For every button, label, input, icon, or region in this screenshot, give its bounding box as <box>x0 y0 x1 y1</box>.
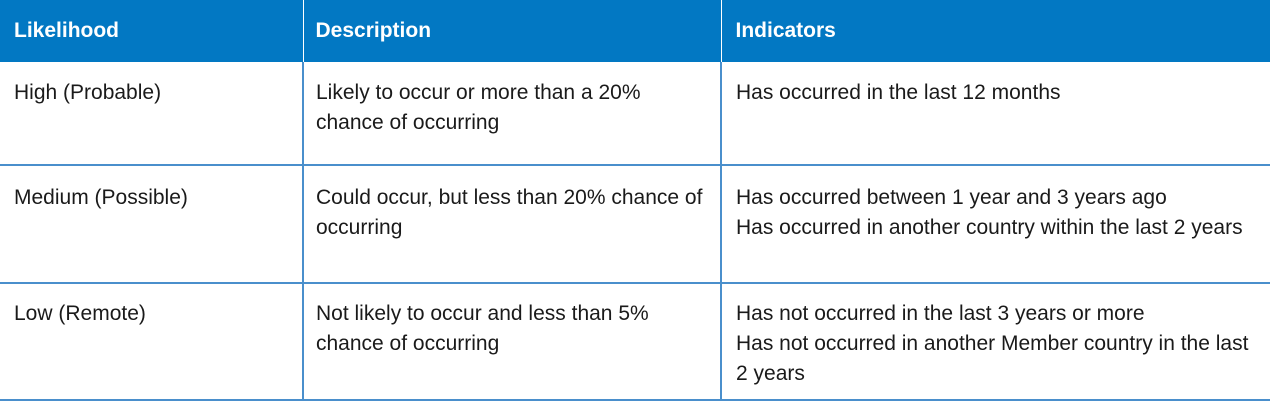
indicator-line: Has occurred between 1 year and 3 years … <box>736 186 1167 209</box>
indicator-line: Has occurred in the last 12 months <box>736 81 1061 104</box>
likelihood-cell: Medium (Possible) <box>0 164 304 284</box>
likelihood-cell: Low (Remote) <box>0 282 304 401</box>
header-likelihood: Likelihood <box>0 0 304 62</box>
indicators-cell: Has occurred in the last 12 months <box>720 62 1270 166</box>
table-row: Medium (Possible) Could occur, but less … <box>0 164 1270 284</box>
header-indicators: Indicators <box>720 0 1270 62</box>
indicator-line: Has not occurred in the last 3 years or … <box>736 302 1145 325</box>
indicators-cell: Has not occurred in the last 3 years or … <box>720 282 1270 401</box>
indicator-line: Has not occurred in another Member count… <box>736 332 1249 385</box>
table-header: Likelihood Description Indicators <box>0 0 1270 62</box>
table-body: High (Probable) Likely to occur or more … <box>0 62 1270 401</box>
header-row: Likelihood Description Indicators <box>0 0 1270 62</box>
indicator-line: Has occurred in another country within t… <box>736 216 1243 239</box>
description-cell: Could occur, but less than 20% chance of… <box>302 164 722 284</box>
table-row: Low (Remote) Not likely to occur and les… <box>0 282 1270 401</box>
description-cell: Not likely to occur and less than 5% cha… <box>302 282 722 401</box>
table-row: High (Probable) Likely to occur or more … <box>0 62 1270 166</box>
likelihood-cell: High (Probable) <box>0 62 304 166</box>
indicators-cell: Has occurred between 1 year and 3 years … <box>720 164 1270 284</box>
header-description: Description <box>302 0 722 62</box>
description-cell: Likely to occur or more than a 20% chanc… <box>302 62 722 166</box>
